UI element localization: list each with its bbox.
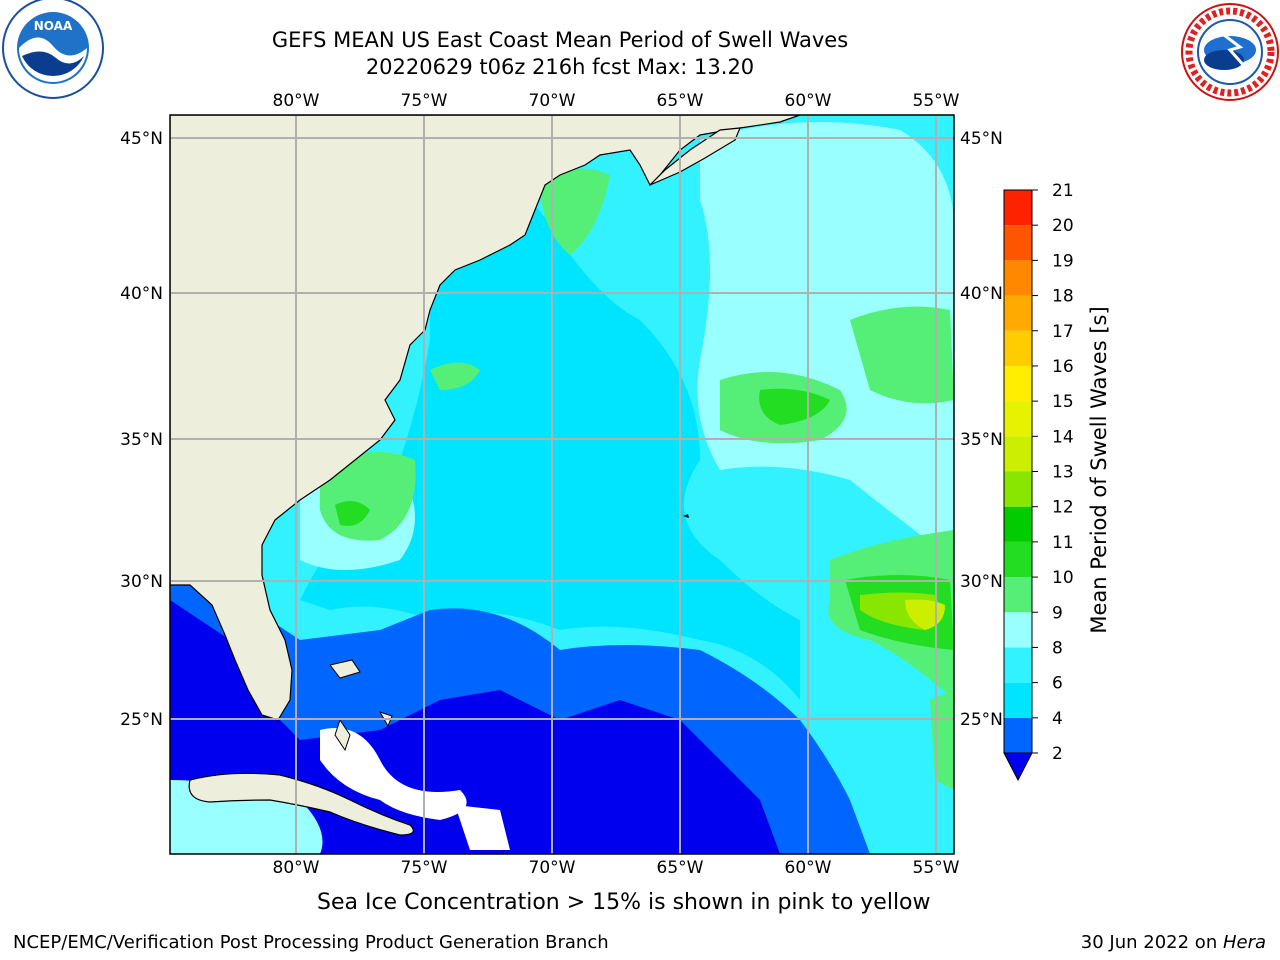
lon-tick-bottom: 75°W (401, 858, 448, 878)
colorbar-segment (1004, 401, 1032, 437)
lon-tick-top: 70°W (529, 91, 576, 111)
footer-date-text: 30 Jun 2022 on (1080, 932, 1223, 953)
colorbar-segment (1004, 647, 1032, 683)
colorbar-segment (1004, 190, 1032, 226)
lat-tick-left: 35°N (120, 430, 163, 450)
colorbar-tick-label: 4 (1052, 709, 1063, 729)
map-title: GEFS MEAN US East Coast Mean Period of S… (271, 28, 849, 52)
colorbar-segment (1004, 330, 1032, 366)
colorbar-segment (1004, 365, 1032, 402)
map-grid (170, 115, 954, 854)
colorbar-tick-label: 6 (1052, 674, 1063, 694)
colorbar-tick-label: 18 (1052, 287, 1074, 307)
colorbar-tick-label: 20 (1052, 216, 1074, 236)
footer-date: 30 Jun 2022 on Hera (1081, 932, 1266, 953)
colorbar-segment (1004, 295, 1032, 331)
lon-tick-bottom: 70°W (529, 858, 576, 878)
colorbar-segment (1004, 541, 1032, 578)
colorbar-tick-label: 10 (1052, 568, 1074, 588)
colorbar-tick-label: 12 (1052, 498, 1074, 518)
colorbar-segment (1004, 471, 1032, 507)
lon-tick-top: 60°W (785, 91, 832, 111)
lon-tick-bottom: 65°W (657, 858, 704, 878)
colorbar-segment (1004, 225, 1032, 261)
colorbar-tick-label: 21 (1052, 181, 1074, 201)
colorbar-tick-label: 16 (1052, 357, 1074, 377)
lat-tick-right: 40°N (960, 284, 1003, 304)
lon-tick-top: 55°W (913, 91, 960, 111)
colorbar-segment (1004, 260, 1032, 296)
lat-tick-right: 30°N (960, 572, 1003, 592)
colorbar-tick-label: 13 (1052, 463, 1074, 483)
lon-tick-top: 80°W (273, 91, 320, 111)
colorbar-label: Mean Period of Swell Waves [s] (1087, 306, 1111, 633)
lat-tick-left: 45°N (120, 129, 163, 149)
lat-tick-right: 45°N (960, 129, 1003, 149)
map-subtitle: 20220629 t06z 216h fcst Max: 13.20 (365, 55, 755, 79)
sea-ice-caption: Sea Ice Concentration > 15% is shown in … (317, 890, 931, 915)
noaa-logo: NOAA (2, 0, 104, 99)
lat-tick-right: 25°N (960, 710, 1003, 730)
lat-tick-right: 35°N (960, 430, 1003, 450)
colorbar-tick-label: 2 (1052, 744, 1063, 764)
colorbar-segment (1004, 717, 1032, 753)
colorbar-segment (1004, 436, 1032, 472)
colorbar-segment (1004, 506, 1032, 542)
colorbar-tick-label: 17 (1052, 322, 1074, 342)
map-frame (169, 114, 955, 855)
colorbar-tick-label: 15 (1052, 392, 1074, 412)
map-field (170, 115, 954, 854)
lon-tick-top: 75°W (401, 91, 448, 111)
footer-host: Hera (1222, 932, 1266, 953)
colorbar-tick-label: 19 (1052, 251, 1074, 271)
lon-tick-bottom: 60°W (785, 858, 832, 878)
lon-tick-bottom: 55°W (913, 858, 960, 878)
lon-tick-bottom: 80°W (273, 858, 320, 878)
noaa-logo-text: NOAA (34, 19, 73, 33)
colorbar-segment (1004, 612, 1032, 648)
colorbar-extend-arrow (1003, 752, 1033, 782)
colorbar-tick-label: 11 (1052, 533, 1074, 553)
colorbar-tick-label: 9 (1052, 603, 1063, 623)
colorbar-tick-label: 8 (1052, 638, 1063, 658)
colorbar-segment (1004, 682, 1032, 718)
colorbar-segment (1004, 577, 1032, 613)
lat-tick-left: 30°N (120, 572, 163, 592)
lat-tick-left: 40°N (120, 284, 163, 304)
lat-tick-left: 25°N (120, 710, 163, 730)
colorbar-tick-label: 14 (1052, 427, 1074, 447)
nws-logo (1181, 3, 1279, 101)
lon-tick-top: 65°W (657, 91, 704, 111)
footer-credit: NCEP/EMC/Verification Post Processing Pr… (13, 932, 609, 953)
colorbar: 2 4 6 8 9 10 11 12 13 14 15 16 17 18 19 20 21 (1003, 181, 1074, 782)
